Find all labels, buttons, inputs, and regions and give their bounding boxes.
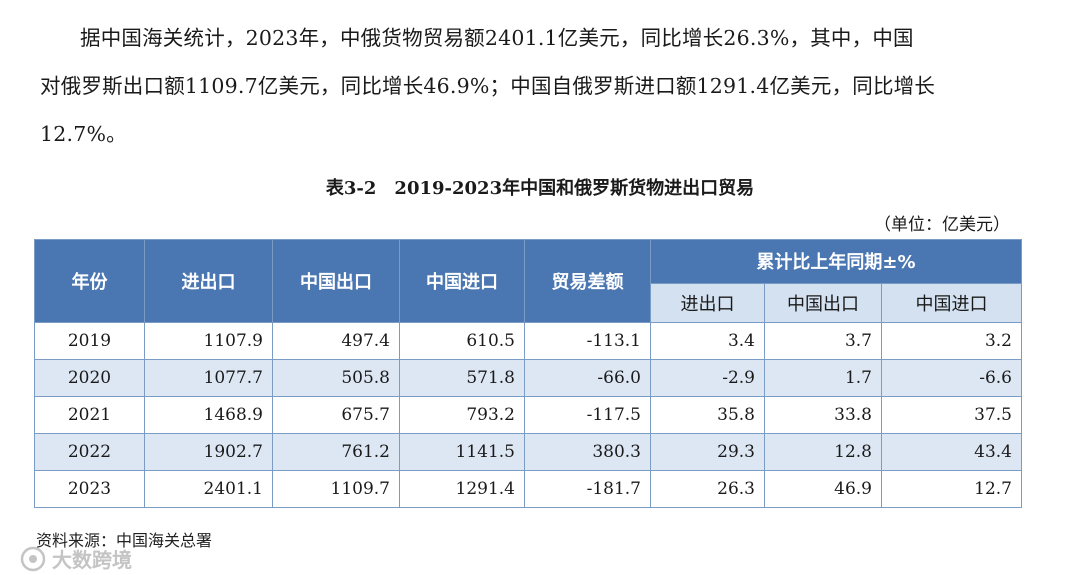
cell-growth-total: -2.9 bbox=[650, 359, 765, 397]
cell-growth-export: 46.9 bbox=[764, 470, 882, 508]
trade-table: 年份 进出口 中国出口 中国进口 贸易差额 累计比上年同期±% 进出口 中国出口… bbox=[34, 239, 1022, 508]
header-year: 年份 bbox=[34, 239, 145, 323]
cell-year: 2020 bbox=[34, 359, 145, 397]
cell-growth-total: 35.8 bbox=[650, 396, 765, 434]
cell-export: 497.4 bbox=[272, 322, 400, 360]
table-unit: （单位：亿美元） bbox=[874, 215, 1010, 235]
cell-growth-export: 33.8 bbox=[764, 396, 882, 434]
header-growth-total: 进出口 bbox=[650, 282, 765, 324]
cell-total: 1077.7 bbox=[144, 359, 273, 397]
cell-balance: -181.7 bbox=[524, 470, 651, 508]
header-growth-import: 中国进口 bbox=[881, 282, 1022, 324]
cell-import: 610.5 bbox=[399, 322, 525, 360]
cell-growth-total: 3.4 bbox=[650, 322, 765, 360]
table-row: 2020 1077.7 505.8 571.8 -66.0 -2.9 1.7 -… bbox=[34, 359, 1022, 397]
cell-growth-import: -6.6 bbox=[881, 359, 1022, 397]
cell-balance: -113.1 bbox=[524, 322, 651, 360]
cell-import: 571.8 bbox=[399, 359, 525, 397]
header-growth-export: 中国出口 bbox=[764, 282, 882, 324]
cell-growth-import: 43.4 bbox=[881, 433, 1022, 471]
cell-import: 1291.4 bbox=[399, 470, 525, 508]
paragraph-line-1: 据中国海关统计，2023年，中俄货物贸易额2401.1亿美元，同比增长26.3%… bbox=[80, 26, 914, 50]
table-row: 2019 1107.9 497.4 610.5 -113.1 3.4 3.7 3… bbox=[34, 322, 1022, 360]
watermark-logo-icon bbox=[20, 546, 46, 571]
cell-year: 2021 bbox=[34, 396, 145, 434]
cell-growth-import: 12.7 bbox=[881, 470, 1022, 508]
cell-growth-import: 37.5 bbox=[881, 396, 1022, 434]
table-row: 2021 1468.9 675.7 793.2 -117.5 35.8 33.8… bbox=[34, 396, 1022, 434]
cell-export: 1109.7 bbox=[272, 470, 400, 508]
body-paragraph: 据中国海关统计，2023年，中俄货物贸易额2401.1亿美元，同比增长26.3%… bbox=[40, 14, 1050, 158]
cell-growth-import: 3.2 bbox=[881, 322, 1022, 360]
cell-export: 761.2 bbox=[272, 433, 400, 471]
cell-growth-total: 29.3 bbox=[650, 433, 765, 471]
cell-balance: 380.3 bbox=[524, 433, 651, 471]
header-export: 中国出口 bbox=[272, 239, 400, 323]
table-row: 2023 2401.1 1109.7 1291.4 -181.7 26.3 46… bbox=[34, 470, 1022, 508]
cell-year: 2023 bbox=[34, 470, 145, 508]
watermark: 大数跨境 bbox=[20, 544, 132, 573]
paragraph-line-3: 12.7%。 bbox=[40, 122, 127, 146]
cell-import: 793.2 bbox=[399, 396, 525, 434]
cell-year: 2019 bbox=[34, 322, 145, 360]
cell-growth-total: 26.3 bbox=[650, 470, 765, 508]
header-growth-group: 累计比上年同期±% bbox=[650, 239, 1022, 284]
cell-growth-export: 3.7 bbox=[764, 322, 882, 360]
cell-total: 2401.1 bbox=[144, 470, 273, 508]
cell-growth-export: 1.7 bbox=[764, 359, 882, 397]
header-total: 进出口 bbox=[144, 239, 273, 323]
cell-total: 1107.9 bbox=[144, 322, 273, 360]
cell-total: 1468.9 bbox=[144, 396, 273, 434]
cell-year: 2022 bbox=[34, 433, 145, 471]
paragraph-line-2: 对俄罗斯出口额1109.7亿美元，同比增长46.9%；中国自俄罗斯进口额1291… bbox=[40, 74, 936, 98]
table-source: 资料来源：中国海关总署 bbox=[36, 531, 213, 550]
cell-total: 1902.7 bbox=[144, 433, 273, 471]
cell-export: 505.8 bbox=[272, 359, 400, 397]
header-import: 中国进口 bbox=[399, 239, 525, 323]
cell-growth-export: 12.8 bbox=[764, 433, 882, 471]
watermark-text: 大数跨境 bbox=[52, 548, 132, 572]
cell-balance: -66.0 bbox=[524, 359, 651, 397]
cell-balance: -117.5 bbox=[524, 396, 651, 434]
header-balance: 贸易差额 bbox=[524, 239, 651, 323]
cell-import: 1141.5 bbox=[399, 433, 525, 471]
cell-export: 675.7 bbox=[272, 396, 400, 434]
table-caption: 表3-2 2019-2023年中国和俄罗斯货物进出口贸易 bbox=[325, 178, 755, 199]
table-row: 2022 1902.7 761.2 1141.5 380.3 29.3 12.8… bbox=[34, 433, 1022, 471]
